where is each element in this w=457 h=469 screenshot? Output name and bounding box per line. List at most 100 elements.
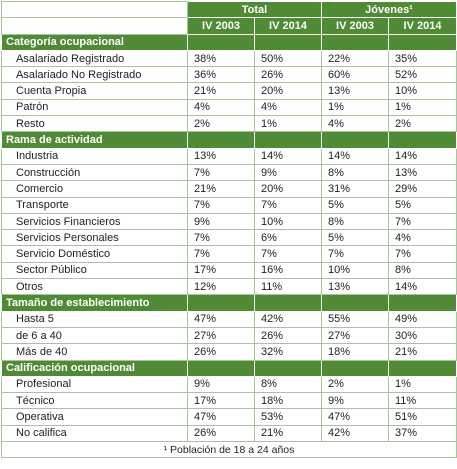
value-cell: 5% [387,196,457,214]
value-cell: 14% [387,147,457,165]
data-row: Otros 12% 11% 13% 14% [1,278,457,296]
value-cell: 21% [187,180,255,198]
value-cell: 7% [387,212,457,231]
value-cell: 13% [187,147,255,165]
value-cell: 52% [387,66,457,84]
data-row: Servicios Personales 7% 6% 5% 4% [1,229,457,247]
section-row: Calificación ocupacional [1,359,457,377]
row-label: Servicios Financieros [1,212,188,231]
section-row: Rama de actividad [1,131,457,149]
value-cell: 4% [254,98,322,117]
value-cell: 27% [187,326,255,345]
value-cell: 1% [387,98,457,117]
value-cell: 49% [387,310,457,328]
value-cell: 29% [387,180,457,198]
value-cell: 42% [321,424,389,443]
row-label: Servicio Doméstico [1,245,188,263]
section-title: Rama de actividad [1,131,188,149]
row-label: Operativa [1,408,188,426]
row-label: de 6 a 40 [1,326,188,345]
row-label: Construcción [1,163,188,182]
column-header: IV 2003 [187,17,255,35]
value-cell: 8% [387,261,457,280]
corner-cell [1,0,188,19]
data-row: Más de 40 26% 32% 18% 21% [1,343,457,361]
section-row: Categoría ocupacional [1,33,457,51]
value-cell: 11% [254,278,322,296]
data-row: Sector Público 17% 16% 10% 8% [1,261,457,280]
value-cell: 9% [321,392,389,410]
section-cell [254,33,322,51]
row-label: Hasta 5 [1,310,188,328]
row-label: Resto [1,115,188,133]
value-cell: 2% [187,115,255,133]
row-label: Industria [1,147,188,165]
data-row: Transporte 7% 7% 5% 5% [1,196,457,214]
value-cell: 50% [254,49,322,68]
value-cell: 10% [387,82,457,100]
group-header: Total [187,0,322,19]
data-row: Servicios Financieros 9% 10% 8% 7% [1,212,457,231]
row-label: Servicios Personales [1,229,188,247]
corner-cell [1,17,188,35]
data-row: Operativa 47% 53% 47% 51% [1,408,457,426]
value-cell: 1% [254,115,322,133]
section-row: Tamaño de establecimiento [1,294,457,312]
header-row: Total Jóvenes¹ [1,0,457,19]
footnote: ¹ Población de 18 a 24 años [0,441,457,459]
value-cell: 6% [254,229,322,247]
value-cell: 12% [187,278,255,296]
value-cell: 21% [187,82,255,100]
value-cell: 8% [321,163,389,182]
value-cell: 20% [254,82,322,100]
value-cell: 11% [387,392,457,410]
row-label: Patrón [1,98,188,117]
value-cell: 51% [387,408,457,426]
value-cell: 26% [254,66,322,84]
section-cell [321,359,389,377]
value-cell: 17% [187,392,255,410]
row-label: Asalariado No Registrado [1,66,188,84]
data-row: Cuenta Propia 21% 20% 13% 10% [1,82,457,100]
group-header: Jóvenes¹ [320,0,457,19]
row-label: Asalariado Registrado [1,49,188,68]
section-cell [254,131,322,149]
section-cell [321,33,389,51]
value-cell: 7% [187,229,255,247]
section-title: Categoría ocupacional [1,33,188,51]
value-cell: 5% [321,196,389,214]
data-row: Asalariado No Registrado 36% 26% 60% 52% [1,66,457,84]
value-cell: 9% [187,375,255,394]
value-cell: 7% [387,245,457,263]
section-cell [187,359,255,377]
data-row: Hasta 5 47% 42% 55% 49% [1,310,457,328]
row-label: Técnico [1,392,188,410]
value-cell: 53% [254,408,322,426]
value-cell: 20% [254,180,322,198]
value-cell: 18% [254,392,322,410]
value-cell: 47% [187,310,255,328]
value-cell: 30% [387,326,457,345]
value-cell: 2% [387,115,457,133]
value-cell: 4% [321,115,389,133]
row-label: Comercio [1,180,188,198]
section-cell [321,131,389,149]
value-cell: 38% [187,49,255,68]
value-cell: 21% [387,343,457,361]
section-cell [321,294,389,312]
value-cell: 7% [254,196,322,214]
data-row: Técnico 17% 18% 9% 11% [1,392,457,410]
value-cell: 26% [187,343,255,361]
table-body: Categoría ocupacional Asalariado Registra… [1,33,457,443]
value-cell: 27% [321,326,389,345]
column-header: IV 2003 [321,17,389,35]
value-cell: 32% [254,343,322,361]
value-cell: 16% [254,261,322,280]
data-row: de 6 a 40 27% 26% 27% 30% [1,326,457,345]
data-row: No califica 26% 21% 42% 37% [1,424,457,443]
row-label: Profesional [1,375,188,394]
section-cell [387,294,457,312]
section-cell [254,294,322,312]
value-cell: 17% [187,261,255,280]
